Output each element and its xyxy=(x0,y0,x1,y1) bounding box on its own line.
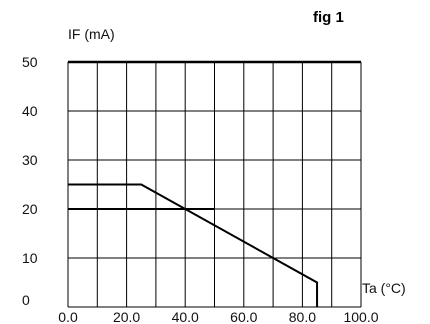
y-tick-label: 20 xyxy=(22,201,38,217)
y-axis-label: IF (mA) xyxy=(68,26,115,42)
x-tick-label: 40.0 xyxy=(172,309,199,324)
x-tick-label: 80.0 xyxy=(289,309,316,324)
y-tick-label: 40 xyxy=(22,103,38,119)
x-axis-label: Ta (°C) xyxy=(362,280,406,296)
series-group xyxy=(68,183,319,307)
figure-label: fig 1 xyxy=(313,9,344,26)
series-line-1 xyxy=(68,183,319,307)
x-tick-label: 100.0 xyxy=(343,309,378,324)
y-tick-label: 50 xyxy=(22,54,38,70)
x-tick-label: 60.0 xyxy=(230,309,257,324)
x-tick-label: 0.0 xyxy=(58,309,78,324)
y-tick-label: 0 xyxy=(22,292,30,308)
y-tick-label: 30 xyxy=(22,152,38,168)
x-axis-ticks: 0.0 20.0 40.0 60.0 80.0 100.0 xyxy=(58,309,378,324)
y-tick-label: 10 xyxy=(22,250,38,266)
x-tick-label: 20.0 xyxy=(113,309,140,324)
y-axis-ticks: 0 10 20 30 40 50 xyxy=(22,54,38,308)
